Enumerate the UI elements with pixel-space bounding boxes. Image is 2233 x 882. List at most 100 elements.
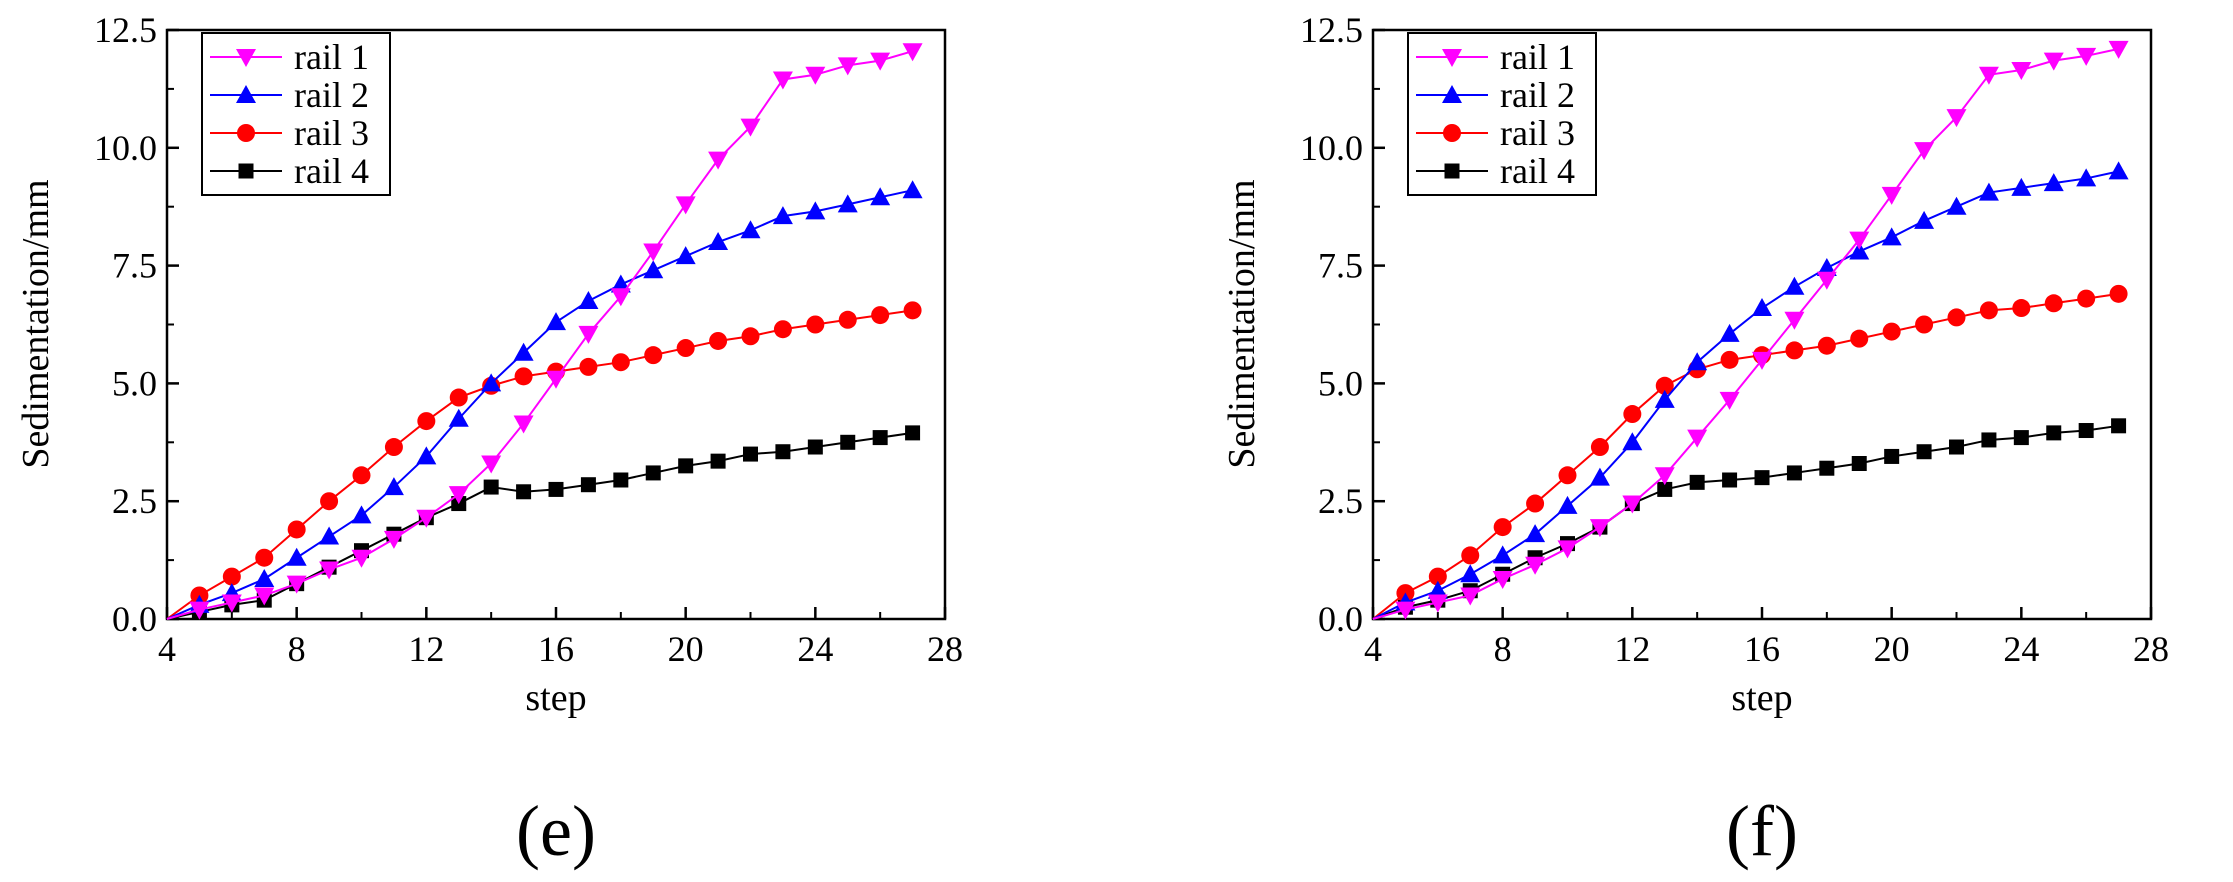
data-point bbox=[1819, 460, 1835, 476]
data-point bbox=[1849, 231, 1870, 250]
data-point bbox=[709, 331, 728, 350]
series-rail-3 bbox=[1372, 284, 2128, 620]
data-point bbox=[1460, 564, 1481, 583]
data-point bbox=[643, 260, 664, 279]
data-point bbox=[1589, 467, 1610, 486]
legend-item: rail 1 bbox=[210, 37, 369, 77]
legend-box bbox=[201, 32, 391, 196]
data-point bbox=[1916, 444, 1932, 460]
x-tick-label: 4 bbox=[1364, 629, 1382, 669]
data-point bbox=[1752, 351, 1772, 370]
x-tick-label: 4 bbox=[158, 629, 176, 669]
data-point bbox=[287, 520, 306, 539]
y-tick-label: 12.5 bbox=[1300, 10, 1363, 50]
data-point bbox=[286, 575, 307, 594]
data-point bbox=[1722, 472, 1738, 488]
x-tick-label: 28 bbox=[927, 629, 963, 669]
data-point bbox=[2046, 425, 2062, 441]
data-point bbox=[1947, 308, 1966, 327]
data-point bbox=[1914, 142, 1935, 161]
y-tick-label: 2.5 bbox=[112, 481, 157, 521]
data-point bbox=[416, 509, 437, 528]
data-point bbox=[448, 408, 469, 427]
x-tick-label: 20 bbox=[668, 629, 704, 669]
data-point bbox=[1946, 109, 1967, 128]
data-point bbox=[449, 388, 468, 407]
data-point bbox=[1589, 519, 1610, 538]
data-point bbox=[2011, 177, 2032, 196]
data-point bbox=[775, 444, 791, 460]
data-point bbox=[352, 466, 371, 485]
data-point bbox=[578, 325, 599, 344]
legend-marker bbox=[1442, 49, 1462, 67]
legend-item: rail 1 bbox=[1416, 37, 1575, 77]
x-tick-label: 24 bbox=[2003, 629, 2039, 669]
data-point bbox=[1525, 524, 1546, 543]
x-axis-title: step bbox=[1731, 677, 1792, 719]
y-tick-label: 5.0 bbox=[112, 363, 157, 403]
data-point bbox=[2044, 294, 2063, 313]
data-point bbox=[1558, 466, 1577, 485]
data-point bbox=[2109, 284, 2128, 303]
data-point bbox=[1428, 567, 1447, 586]
data-point bbox=[611, 353, 630, 372]
x-tick-label: 16 bbox=[538, 629, 574, 669]
data-point bbox=[708, 232, 729, 251]
data-point bbox=[514, 367, 533, 386]
data-point bbox=[513, 415, 534, 434]
data-point bbox=[481, 373, 502, 392]
data-point bbox=[1978, 66, 1999, 85]
data-point bbox=[2011, 62, 2032, 81]
data-point bbox=[2076, 168, 2097, 187]
data-point bbox=[254, 568, 275, 587]
data-point bbox=[319, 561, 340, 580]
data-point bbox=[546, 312, 566, 331]
data-point bbox=[383, 530, 404, 549]
legend-item: rail 2 bbox=[210, 75, 369, 115]
series-line bbox=[166, 189, 913, 620]
x-axis-title: step bbox=[525, 677, 586, 719]
data-point bbox=[546, 370, 566, 389]
y-tick-label: 5.0 bbox=[1318, 363, 1363, 403]
series-line bbox=[1372, 292, 2119, 620]
data-point bbox=[675, 246, 696, 265]
x-tick-label: 28 bbox=[2133, 629, 2169, 669]
data-point bbox=[1655, 376, 1674, 395]
x-tick-label: 24 bbox=[797, 629, 833, 669]
legend-marker bbox=[236, 85, 256, 103]
data-point bbox=[319, 526, 340, 545]
data-point bbox=[1914, 210, 1935, 229]
data-point bbox=[903, 301, 922, 320]
data-point bbox=[1752, 298, 1772, 317]
data-point bbox=[1949, 439, 1964, 455]
data-point bbox=[2013, 430, 2029, 446]
data-point bbox=[871, 306, 890, 325]
data-point bbox=[320, 492, 339, 511]
data-point bbox=[2108, 40, 2129, 59]
data-point bbox=[580, 477, 596, 493]
data-point bbox=[740, 220, 761, 239]
data-point bbox=[1427, 594, 1448, 613]
data-point bbox=[513, 342, 534, 361]
data-point bbox=[838, 310, 857, 329]
data-point bbox=[902, 180, 923, 199]
data-point bbox=[807, 439, 823, 455]
data-point bbox=[1884, 448, 1900, 464]
data-point bbox=[837, 194, 858, 213]
data-point bbox=[1654, 389, 1675, 408]
data-point bbox=[416, 446, 437, 465]
data-point bbox=[1754, 470, 1770, 486]
data-point bbox=[2111, 418, 2127, 434]
data-point bbox=[1526, 494, 1545, 513]
legend-label: rail 3 bbox=[294, 113, 369, 153]
data-point bbox=[710, 453, 726, 469]
series-line bbox=[1372, 424, 2119, 620]
data-point bbox=[1461, 546, 1480, 565]
x-tick-label: 8 bbox=[288, 629, 306, 669]
y-tick-label: 12.5 bbox=[94, 10, 157, 50]
data-point bbox=[1687, 429, 1708, 448]
data-point bbox=[255, 548, 274, 567]
y-tick-label: 10.0 bbox=[94, 128, 157, 168]
data-point bbox=[805, 201, 826, 220]
